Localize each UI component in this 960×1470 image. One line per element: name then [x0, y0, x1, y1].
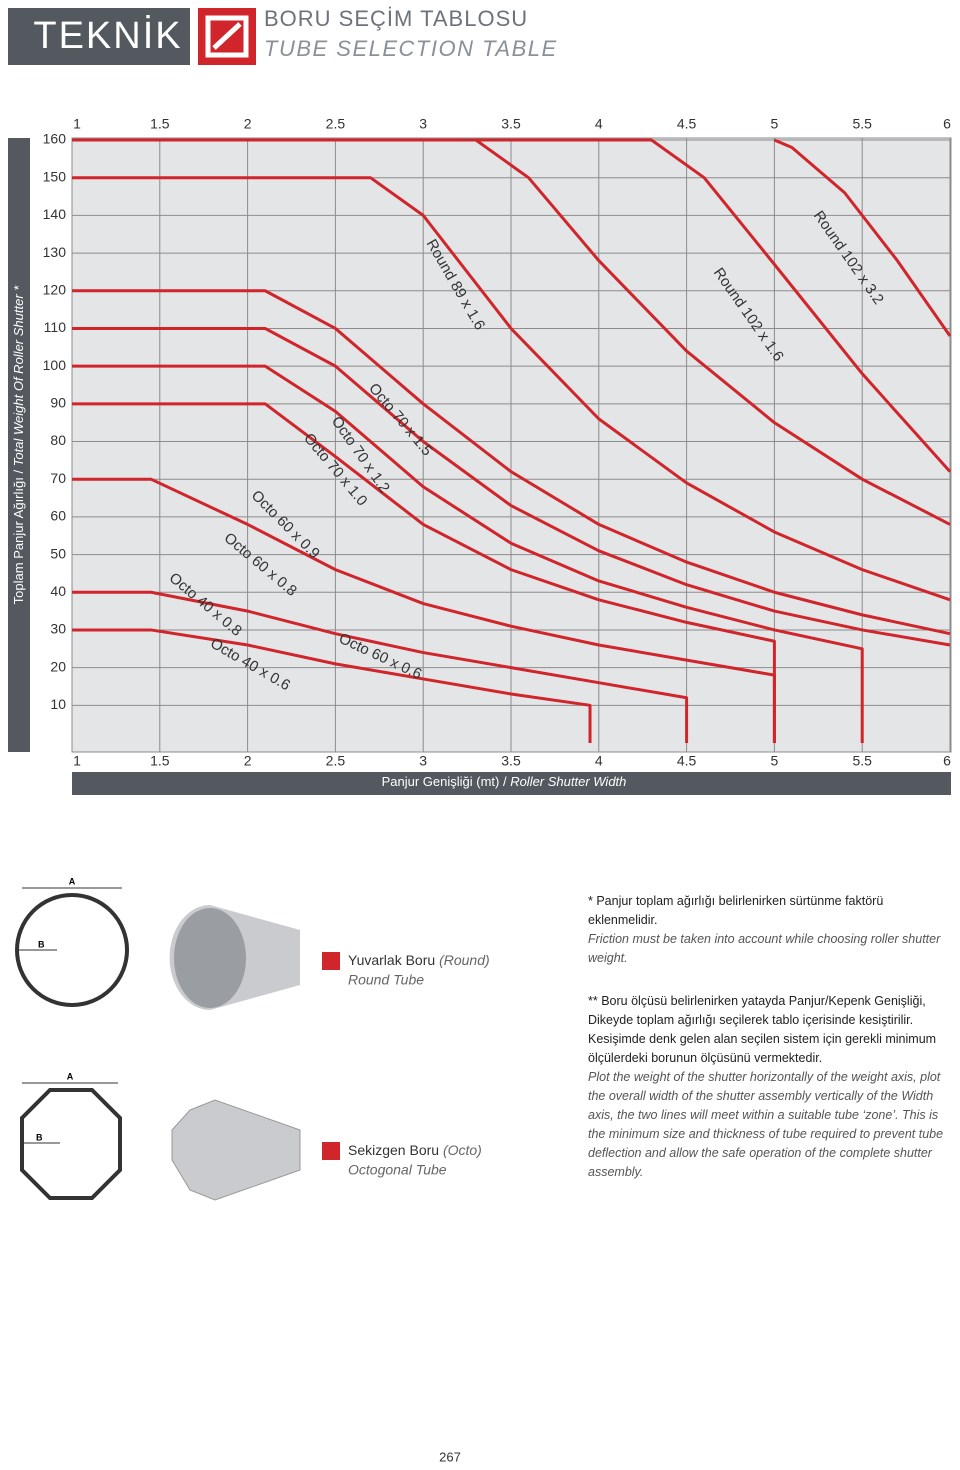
x-tick-label: 4 — [595, 753, 603, 769]
series-line — [773, 138, 952, 337]
y-tick-label: 60 — [50, 508, 66, 524]
series-line — [72, 402, 776, 743]
x-tick-label: 6 — [943, 753, 951, 769]
title: BORU SEÇİM TABLOSU — [264, 6, 528, 31]
y-tick-label: 120 — [43, 281, 67, 297]
section: TEKNİK — [33, 14, 182, 57]
series-line — [72, 628, 592, 743]
octo-drawing: A B — [20, 1071, 301, 1201]
series-line — [72, 364, 864, 743]
y-tick-label: 140 — [43, 206, 67, 222]
logo-mark — [205, 15, 249, 58]
x-tick-label: 6 — [943, 116, 951, 132]
x-axis-title: Panjur Genişliği (mt) / Roller Shutter W… — [382, 774, 627, 789]
series-line — [72, 138, 951, 526]
subtitle: TUBE SELECTION TABLE — [264, 36, 558, 61]
y-tick-label: 150 — [43, 168, 67, 184]
header-box — [8, 8, 190, 65]
dim-label: A — [67, 1071, 74, 1081]
round-tube-end — [174, 908, 246, 1008]
y-tick-label: 70 — [50, 470, 66, 486]
y-tick-label: 80 — [50, 432, 66, 448]
x-tick-label: 5.5 — [852, 753, 872, 769]
logo-icon — [322, 952, 340, 970]
note: * Panjur toplam ağırlığı belirlenirken s… — [588, 892, 952, 968]
y-tick-label: 30 — [50, 621, 66, 637]
round-drawing: A B — [15, 876, 300, 1010]
x-tick-label: 1 — [73, 116, 81, 132]
x-axis-bar — [72, 772, 951, 795]
series-line — [72, 176, 951, 602]
x-tick-label: 4.5 — [677, 116, 697, 132]
y-tick-label: 90 — [50, 395, 66, 411]
logo-icon — [322, 1142, 340, 1160]
note-text: * Panjur toplam ağırlığı belirlenirken s… — [588, 894, 884, 927]
x-tick-label: 5 — [771, 753, 779, 769]
series-line — [72, 326, 951, 647]
series-line — [72, 138, 952, 473]
y-tick-label: 100 — [43, 357, 67, 373]
note-text-en: Plot the weight of the shutter horizonta… — [588, 1070, 944, 1179]
tube-name: Yuvarlak Boru (Round) — [348, 952, 490, 968]
tube-legend: Yuvarlak Boru (Round) Round Tube Sekizge… — [322, 952, 490, 1178]
note-text: ** Boru ölçüsü belirlenirken yatayda Pan… — [588, 994, 937, 1065]
note-text-en: Friction must be taken into account whil… — [588, 932, 941, 965]
y-tick-label: 110 — [44, 319, 67, 335]
x-tick-label: 3 — [419, 753, 427, 769]
x-tick-label: 3 — [419, 116, 427, 132]
y-axis-title: Toplam Panjur Ağırlığı / Total Weight Of… — [11, 285, 26, 605]
x-tick-label: 2.5 — [326, 116, 346, 132]
y-tick-label: 20 — [50, 658, 66, 674]
x-tick-label: 4.5 — [677, 753, 697, 769]
x-tick-label: 3.5 — [501, 116, 521, 132]
x-tick-label: 5.5 — [852, 116, 872, 132]
dim-label: B — [36, 1132, 43, 1142]
dim-label: A — [69, 876, 76, 886]
y-tick-label: 10 — [50, 696, 66, 712]
y-axis-bar — [8, 138, 30, 752]
series-line — [72, 289, 951, 636]
x-tick-label: 1.5 — [150, 116, 170, 132]
x-tick-label: 2.5 — [326, 753, 346, 769]
series-line — [72, 477, 776, 743]
y-tick-label: 160 — [43, 131, 67, 147]
tube-name-en: Octogonal Tube — [348, 1162, 447, 1178]
octo-tube — [171, 1099, 301, 1201]
tube-name-en: Round Tube — [348, 972, 424, 988]
tube-name: Sekizgen Boru (Octo) — [348, 1142, 482, 1158]
page-number: 267 — [439, 1449, 461, 1464]
y-tick-label: 130 — [43, 244, 67, 260]
x-tick-label: 2 — [244, 116, 252, 132]
x-tick-label: 1 — [73, 753, 81, 769]
x-tick-label: 4 — [595, 116, 603, 132]
x-tick-label: 5 — [771, 116, 779, 132]
octo-section — [20, 1088, 122, 1200]
y-tick-label: 50 — [50, 545, 66, 561]
y-tick-label: 40 — [50, 583, 66, 599]
x-tick-label: 2 — [244, 753, 252, 769]
series-line — [72, 590, 689, 743]
x-tick-label: 1.5 — [150, 753, 170, 769]
x-tick-label: 3.5 — [501, 753, 521, 769]
note: ** Boru ölçüsü belirlenirken yatayda Pan… — [588, 992, 952, 1182]
dim-label: B — [38, 939, 45, 949]
